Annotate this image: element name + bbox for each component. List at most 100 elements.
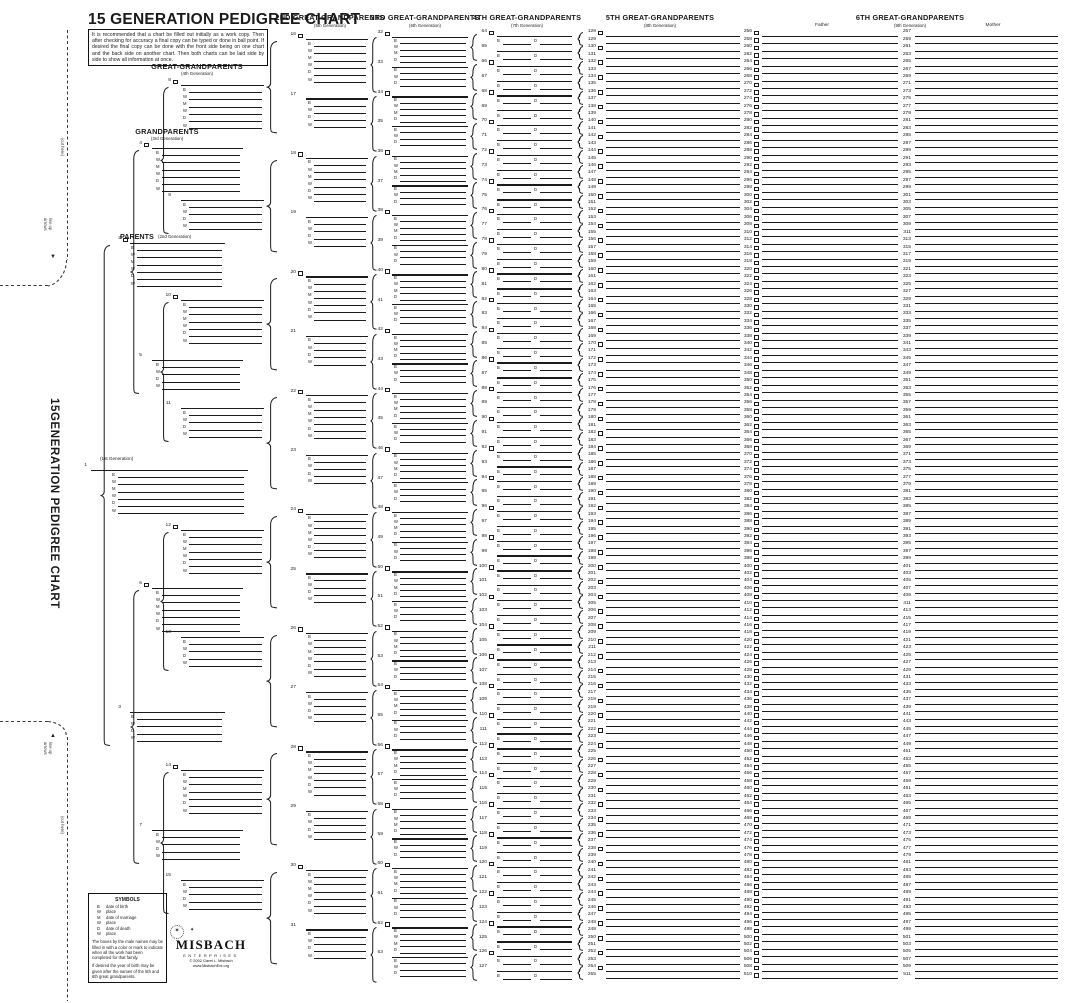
field-line: [189, 321, 262, 323]
field-line: [400, 785, 466, 787]
field-line: [137, 250, 222, 252]
join-label-line2: arrows: [43, 218, 49, 231]
ancestry-brace: [576, 818, 583, 832]
field-label: B: [497, 884, 500, 890]
name-line: [152, 148, 243, 150]
male-checkbox: [754, 290, 759, 295]
field-label: M: [112, 486, 116, 491]
entry-number: 234: [587, 815, 596, 821]
field-label: W: [394, 281, 398, 287]
ancestry-brace: [576, 150, 583, 165]
male-checkbox: [754, 854, 759, 859]
field-line: [540, 415, 572, 416]
field-line: [189, 651, 262, 653]
field-line: [314, 431, 366, 433]
entry-number: 418: [743, 630, 752, 636]
entry-number: 328: [743, 296, 752, 302]
field-line: [400, 162, 466, 164]
name-line: [130, 243, 225, 245]
ancestry-brace: [576, 862, 583, 877]
field-line: [314, 46, 366, 48]
entry-number: 439: [902, 704, 911, 710]
ancestry-brace: [576, 120, 583, 135]
field-label: M: [308, 529, 312, 535]
entry-number: 47: [377, 475, 383, 481]
field-line: [400, 916, 466, 918]
name-line: [306, 395, 368, 397]
entry-line: [915, 384, 1058, 386]
field-label: D: [308, 826, 312, 832]
name-line: [392, 126, 468, 128]
generation-header-title: 5TH GREAT-GRANDPARENTS: [605, 13, 715, 22]
field-label: D: [534, 750, 538, 756]
male-checkbox: [598, 743, 603, 748]
entry-number: 14: [165, 763, 171, 769]
field-line: [137, 740, 222, 742]
field-label: B: [497, 82, 500, 88]
field-label: D: [156, 376, 160, 381]
field-label: B: [497, 142, 500, 148]
field-label: W: [183, 793, 187, 799]
entry-line: [606, 162, 740, 164]
male-checkbox: [598, 475, 603, 481]
field-line: [314, 409, 366, 411]
name-line: [392, 422, 468, 425]
entry-number: 52: [377, 624, 383, 629]
field-line: [540, 44, 572, 45]
entry-line: [915, 911, 1058, 913]
field-label: W: [156, 596, 160, 602]
ancestry-brace: [576, 610, 583, 625]
male-checkbox: [598, 668, 603, 674]
field-label: B: [394, 126, 397, 132]
ancestry-brace: [470, 330, 478, 358]
field-line: [503, 830, 531, 832]
field-line: [503, 726, 531, 728]
field-label: D: [308, 781, 312, 787]
entry-number: 432: [743, 682, 752, 688]
field-label: W: [394, 667, 398, 673]
male-checkbox: [754, 691, 759, 696]
male-checkbox: [598, 60, 603, 65]
logo-star-icon: ✶: [170, 925, 184, 939]
entry-number: 505: [902, 949, 911, 955]
entry-line: [915, 800, 1058, 802]
ancestry-brace: [470, 865, 478, 892]
entry-number: 214: [587, 667, 596, 673]
entry-line: [915, 755, 1058, 757]
field-label: W: [183, 416, 187, 422]
entry-number: 102: [478, 593, 487, 599]
entry-line: [915, 792, 1058, 794]
male-checkbox: [754, 149, 759, 154]
entry-number: 355: [902, 392, 911, 398]
name-line: [497, 688, 572, 691]
entry-number: 134: [587, 73, 596, 79]
entry-line: [915, 696, 1058, 698]
field-label: D: [534, 468, 538, 474]
field-label: W: [183, 308, 187, 314]
entry-number: 447: [902, 734, 911, 740]
field-line: [540, 934, 572, 936]
entry-number: 158: [587, 252, 596, 257]
field-line: [314, 119, 366, 121]
entry-line: [606, 266, 740, 268]
male-checkbox: [754, 943, 759, 948]
field-label: D: [534, 394, 538, 400]
field-label: B: [497, 379, 500, 385]
entry-number: 246: [587, 904, 596, 910]
field-label: B: [497, 409, 500, 415]
entry-number: 136: [587, 88, 596, 94]
entry-number: 260: [743, 44, 752, 50]
field-line: [540, 444, 572, 446]
field-line: [189, 901, 262, 903]
entry-number: 453: [902, 756, 911, 762]
field-label: D: [534, 810, 538, 816]
field-label: M: [308, 886, 312, 892]
entry-line: [606, 941, 740, 943]
male-checkbox: [385, 565, 390, 571]
field-label: W: [308, 359, 312, 364]
male-checkbox: [298, 152, 303, 157]
male-checkbox: [598, 104, 603, 110]
ancestry-brace: [576, 179, 583, 194]
entry-number: 2: [118, 236, 121, 242]
field-label: B: [497, 572, 500, 578]
